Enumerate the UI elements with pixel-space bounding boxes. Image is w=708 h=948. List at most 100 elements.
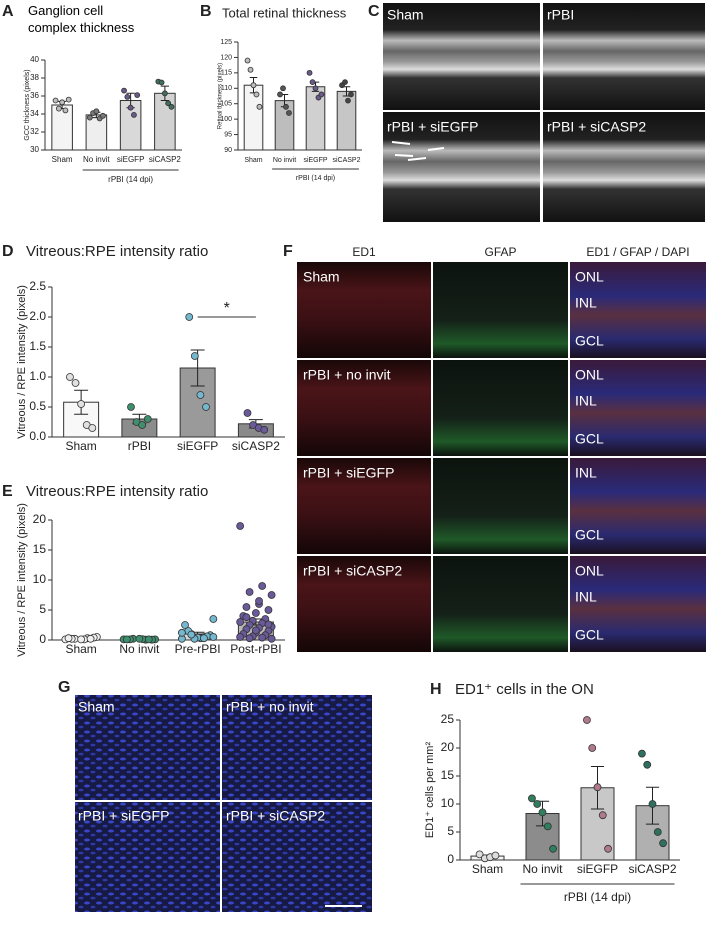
layer-label: INL bbox=[575, 589, 597, 605]
y-tick-label: 15 bbox=[441, 768, 455, 782]
data-point bbox=[250, 82, 257, 89]
data-point bbox=[93, 108, 100, 115]
data-point bbox=[71, 379, 80, 387]
data-point bbox=[342, 79, 348, 86]
data-point bbox=[255, 597, 263, 605]
data-point bbox=[283, 103, 289, 110]
ihc-image bbox=[297, 458, 431, 554]
data-point bbox=[280, 85, 286, 92]
x-tick-label: Pre-rPBI bbox=[175, 642, 221, 656]
x-tick-label: Sham bbox=[65, 642, 96, 656]
y-tick-label: 25 bbox=[441, 712, 455, 726]
y-tick-label: 105 bbox=[220, 101, 232, 108]
arrow bbox=[394, 154, 414, 157]
on-image bbox=[75, 695, 220, 800]
on-images bbox=[75, 695, 372, 912]
data-point bbox=[138, 421, 147, 429]
ihc-image bbox=[570, 262, 706, 358]
image-label: rPBI + siCASP2 bbox=[547, 119, 646, 135]
panel-letter: A bbox=[2, 3, 14, 20]
y-tick-label: 30 bbox=[30, 145, 39, 154]
data-point bbox=[306, 69, 313, 76]
data-point bbox=[77, 400, 86, 408]
image-label: rPBI + no invit bbox=[226, 699, 314, 715]
data-point bbox=[593, 783, 602, 792]
row-label: rPBI + siEGFP bbox=[303, 465, 394, 481]
y-tick-label: 125 bbox=[220, 39, 232, 46]
image-label: rPBI bbox=[547, 7, 574, 23]
data-point bbox=[648, 800, 657, 808]
chart-title: ED1⁺ cells in the ON bbox=[455, 681, 594, 698]
bar bbox=[243, 84, 264, 151]
bar bbox=[51, 104, 73, 151]
y-tick-label: 0.5 bbox=[29, 399, 46, 413]
oct-image bbox=[383, 112, 540, 222]
panel-letter: B bbox=[200, 3, 212, 20]
y-tick-label: 5 bbox=[39, 602, 46, 616]
panel-letter: G bbox=[58, 679, 70, 696]
data-point bbox=[242, 603, 251, 611]
x-tick-label: siCASP2 bbox=[628, 862, 676, 876]
panel-letter: F bbox=[283, 243, 293, 260]
arrow bbox=[427, 147, 445, 151]
data-point bbox=[124, 94, 131, 100]
ihc-image bbox=[297, 262, 431, 358]
group-label: rPBI (14 dpi) bbox=[564, 890, 631, 904]
data-point bbox=[253, 91, 260, 98]
data-point bbox=[258, 582, 267, 590]
ihc-image bbox=[433, 360, 568, 456]
x-tick-label: No invit bbox=[273, 157, 296, 164]
image-label: rPBI + siCASP2 bbox=[226, 808, 325, 824]
data-point bbox=[643, 760, 652, 769]
chart-title: Total retinal thickness bbox=[222, 5, 347, 20]
data-point bbox=[267, 634, 276, 643]
data-point bbox=[200, 634, 208, 643]
ihc-image bbox=[297, 556, 431, 652]
data-point bbox=[312, 85, 319, 92]
data-point bbox=[88, 424, 97, 432]
data-point bbox=[242, 613, 251, 622]
data-point bbox=[267, 591, 276, 599]
x-tick-label: No invit bbox=[83, 155, 110, 164]
ihc-image bbox=[433, 458, 568, 554]
data-point bbox=[196, 391, 205, 399]
x-tick-label: Sham bbox=[472, 862, 503, 876]
data-point bbox=[277, 91, 283, 98]
data-point bbox=[538, 808, 547, 817]
data-point bbox=[247, 66, 254, 73]
data-point bbox=[158, 79, 165, 86]
y-tick-label: 0 bbox=[447, 852, 454, 866]
y-tick-label: 2.5 bbox=[29, 279, 46, 293]
data-point bbox=[187, 630, 196, 639]
data-point bbox=[318, 91, 325, 98]
ihc-images bbox=[297, 262, 706, 652]
ihc-image bbox=[570, 458, 706, 554]
data-point bbox=[65, 96, 72, 103]
image-label: rPBI + siEGFP bbox=[78, 808, 169, 824]
y-tick-label: 40 bbox=[30, 55, 39, 64]
panel-letter: D bbox=[2, 243, 14, 260]
ihc-image bbox=[433, 556, 568, 652]
data-point bbox=[122, 635, 131, 644]
data-point bbox=[638, 749, 646, 758]
y-tick-label: 32 bbox=[30, 127, 39, 136]
ihc-image bbox=[570, 360, 706, 456]
column-header: GFAP bbox=[484, 245, 516, 259]
x-tick-label: rPBI bbox=[128, 439, 151, 453]
layer-label: ONL bbox=[575, 367, 604, 383]
data-point bbox=[309, 79, 316, 86]
data-point bbox=[256, 103, 263, 110]
data-point bbox=[245, 588, 254, 596]
y-tick-label: 20 bbox=[33, 512, 47, 526]
data-point bbox=[127, 403, 135, 411]
data-point bbox=[144, 635, 153, 644]
data-point bbox=[202, 403, 210, 411]
y-tick-label: 110 bbox=[221, 85, 232, 92]
y-axis-label: Retinal thickness (pixels) bbox=[218, 63, 224, 129]
oct-image bbox=[543, 112, 705, 222]
layer-label: INL bbox=[575, 295, 597, 311]
data-point bbox=[177, 628, 186, 637]
y-tick-label: 100 bbox=[220, 116, 232, 123]
data-point bbox=[348, 91, 354, 98]
